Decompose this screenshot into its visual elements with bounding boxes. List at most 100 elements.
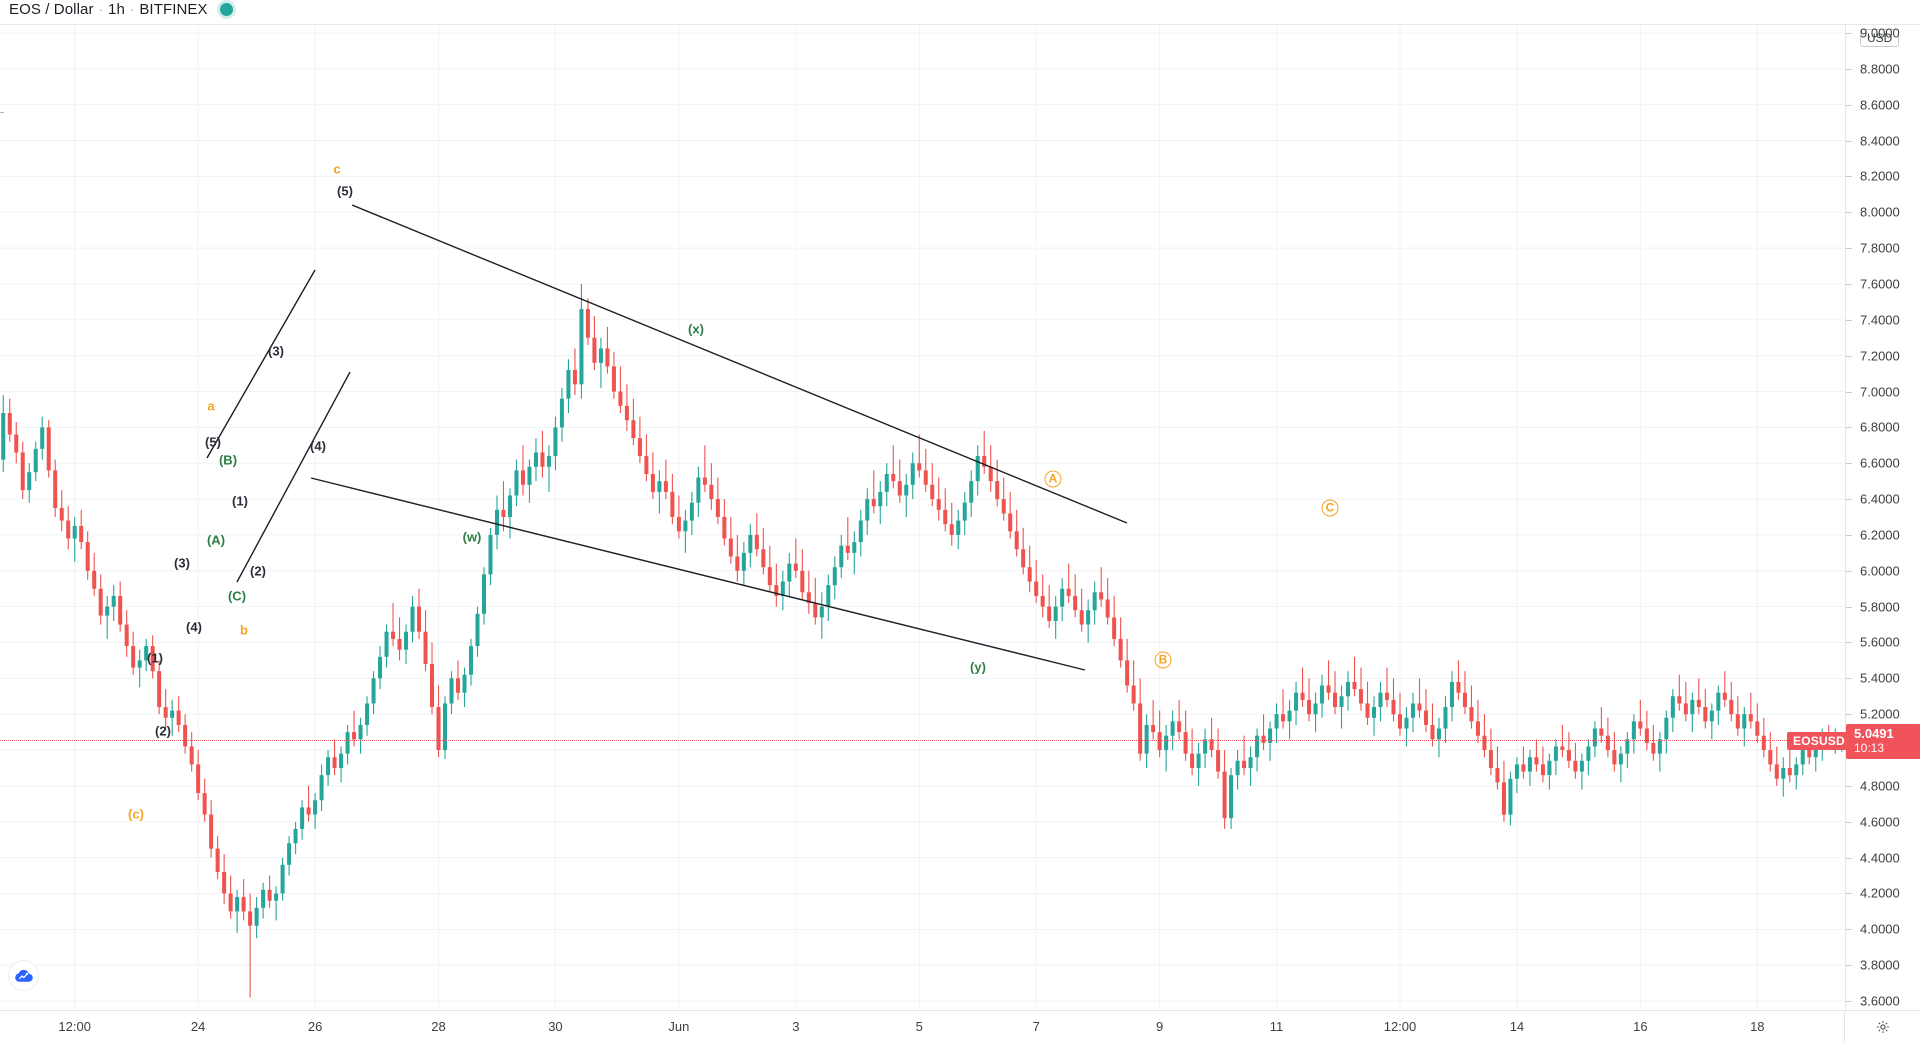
wave-label-5[interactable]: (5) [337,183,353,199]
price-axis-label: 8.0000 [1860,204,1900,220]
price-axis-label: 8.4000 [1860,133,1900,149]
time-axis-label: 7 [1032,1019,1040,1034]
price-axis-label: 7.2000 [1860,348,1900,364]
price-axis-tick [1846,678,1852,680]
price-axis-tick [1846,463,1852,465]
price-axis-label: 7.4000 [1860,312,1900,328]
lower-descending-channel[interactable] [310,477,1086,671]
symbol-name[interactable]: EOS / Dollar [9,1,94,18]
price-axis-tick [1846,965,1852,967]
time-axis[interactable]: 12:00 24 26 28 30 Jun 3 5 7 9 11 12:00 14 16 18 [0,1010,1920,1042]
chart-settings-button[interactable] [1844,1011,1920,1042]
time-axis-label: Jun [668,1019,690,1034]
wave-label-2[interactable]: (2) [155,723,171,739]
price-axis-label: 4.8000 [1860,778,1900,794]
wave-label-A[interactable]: (A) [206,532,226,548]
currency-pill[interactable]: USD [1860,29,1900,47]
price-axis-label: 3.8000 [1860,957,1900,973]
price-axis-tick [1846,176,1852,178]
price-axis-label: 6.0000 [1860,563,1900,579]
time-axis-label: 24 [190,1019,206,1034]
wave-label-3[interactable]: (3) [174,555,190,571]
price-axis-label: 6.8000 [1860,419,1900,435]
wave-label-3[interactable]: (3) [268,343,284,359]
wave-label-4[interactable]: (4) [186,619,202,635]
tradingview-logo[interactable] [8,960,39,991]
price-axis-tick [1846,319,1852,321]
time-axis-label: 5 [915,1019,923,1034]
wave-label-A[interactable]: A [1044,470,1062,488]
price-axis-tick [1846,642,1852,644]
price-axis-tick [1846,714,1852,716]
price-axis-tick [1846,140,1852,142]
wave-label-a[interactable]: a [207,398,215,414]
price-axis-tick [1846,857,1852,859]
current-price-line [0,740,1845,742]
interval-label[interactable]: 1h [108,1,125,18]
gear-icon [1876,1020,1889,1033]
price-axis-tick [1846,212,1852,214]
price-axis[interactable]: USD 5.0491 10:13 9.0000 8.8000 8.6000 8.400… [1845,24,1920,1010]
price-axis-tick [1846,427,1852,429]
wave-label-2[interactable]: (2) [250,563,266,579]
upper-descending-channel[interactable] [351,204,1128,524]
time-axis-label: 18 [1750,1019,1765,1034]
trendline-drawings[interactable] [0,24,1845,1010]
chart-plot-area[interactable]: (c) (2) (1) (4) (3) (A) (5) (B) (1) (2) (C) b a (3) (4… [0,24,1845,1010]
wave-label-x[interactable]: (x) [688,321,704,337]
rising-wedge-upper[interactable] [206,269,316,459]
rising-wedge-lower[interactable] [236,371,351,583]
price-axis-label: 4.2000 [1860,885,1900,901]
price-axis-label: 5.8000 [1860,599,1900,615]
price-axis-tick [1846,534,1852,536]
price-axis-label: 8.6000 [1860,97,1900,113]
wave-label-B[interactable]: (B) [218,452,238,468]
wave-label-1[interactable]: (1) [232,493,248,509]
chart-gridlines [0,24,1845,1010]
wave-label-c[interactable]: c [333,161,341,177]
time-axis-label: 12:00 [1383,1019,1417,1034]
time-axis-label: 3 [792,1019,800,1034]
price-axis-label: 6.2000 [1860,527,1900,543]
time-axis-label: 11 [1269,1019,1284,1034]
separator-2: · [129,2,135,17]
separator-1: · [98,2,103,17]
wave-label-5[interactable]: (5) [205,434,221,450]
wave-label-w[interactable]: (w) [462,529,482,545]
ticker-badge[interactable]: EOSUSD [1787,732,1851,751]
price-axis-tick [1846,893,1852,895]
wave-label-C[interactable]: C [1321,499,1339,517]
price-axis-label: 7.0000 [1860,384,1900,399]
wave-label-y[interactable]: (y) [970,659,986,675]
price-axis-tick [1846,929,1852,931]
time-axis-label: 9 [1155,1019,1164,1034]
symbol-info[interactable]: EOS / Dollar · 1h · BITFINEX [9,1,233,18]
exchange-label[interactable]: BITFINEX [139,1,208,18]
time-axis-label: 14 [1509,1019,1525,1034]
chart-cloud-logo-icon [15,969,33,982]
wave-label-B[interactable]: B [1154,651,1172,669]
price-axis-tick [1846,1001,1852,1003]
price-axis-tick [1846,391,1852,393]
price-axis-tick [1846,821,1852,823]
current-price-time: 10:13 [1854,741,1885,756]
time-axis-label: 16 [1633,1019,1648,1034]
price-axis-tick [1846,606,1852,608]
wave-label-1[interactable]: (1) [147,650,163,666]
wave-label-b[interactable]: b [240,622,248,638]
price-axis-label: 4.0000 [1860,921,1900,937]
price-axis-tick [1846,499,1852,501]
price-axis-label: 8.2000 [1860,168,1900,184]
price-axis-label: 6.4000 [1860,491,1900,507]
time-axis-label: 28 [431,1019,446,1034]
price-axis-label: 7.6000 [1860,276,1900,292]
price-axis-label: 5.4000 [1860,670,1900,686]
current-price-badge[interactable]: 5.0491 10:13 [1846,724,1920,760]
price-axis-label: 8.8000 [1860,61,1900,77]
wave-label-c[interactable]: (c) [128,806,144,822]
wave-label-C[interactable]: (C) [227,588,247,604]
wave-label-4[interactable]: (4) [310,438,326,454]
price-axis-tick [1846,785,1852,787]
price-axis-label: 5.6000 [1860,634,1900,650]
